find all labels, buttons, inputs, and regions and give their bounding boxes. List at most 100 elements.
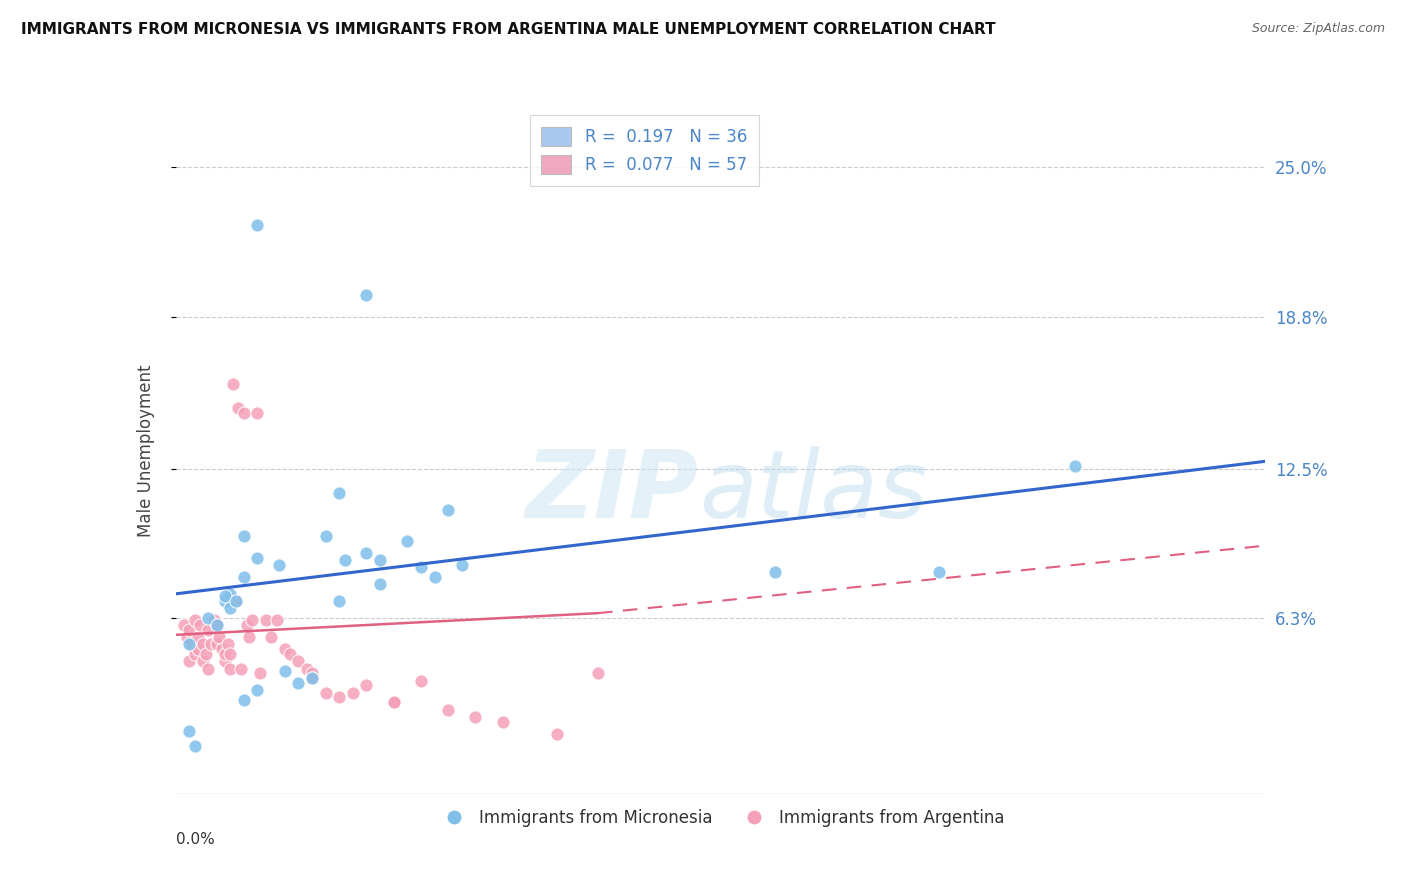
Point xyxy=(240,613,263,627)
Point xyxy=(219,601,242,615)
Point xyxy=(295,662,318,676)
Point xyxy=(356,678,378,692)
Point xyxy=(214,654,236,668)
Point xyxy=(409,560,432,574)
Point xyxy=(333,553,356,567)
Point xyxy=(205,637,228,651)
Point xyxy=(246,683,269,698)
Point xyxy=(356,546,378,560)
Point xyxy=(301,671,323,685)
Point xyxy=(342,686,364,700)
Text: 0.0%: 0.0% xyxy=(176,831,215,847)
Point xyxy=(173,618,195,632)
Point xyxy=(437,702,460,716)
Point xyxy=(217,637,239,651)
Text: IMMIGRANTS FROM MICRONESIA VS IMMIGRANTS FROM ARGENTINA MALE UNEMPLOYMENT CORREL: IMMIGRANTS FROM MICRONESIA VS IMMIGRANTS… xyxy=(21,22,995,37)
Point xyxy=(464,710,486,724)
Point xyxy=(928,565,950,579)
Point xyxy=(176,630,198,644)
Point xyxy=(246,406,269,420)
Point xyxy=(382,695,405,709)
Point xyxy=(423,570,446,584)
Point xyxy=(232,570,254,584)
Point xyxy=(191,654,214,668)
Text: atlas: atlas xyxy=(699,446,927,537)
Point xyxy=(232,406,254,420)
Point xyxy=(260,630,283,644)
Point xyxy=(214,647,236,661)
Point xyxy=(179,637,201,651)
Point xyxy=(225,594,247,608)
Point xyxy=(184,613,207,627)
Point xyxy=(208,630,231,644)
Point xyxy=(232,529,254,543)
Point xyxy=(546,726,568,740)
Point xyxy=(328,594,350,608)
Point xyxy=(219,662,242,676)
Point xyxy=(228,401,250,416)
Point xyxy=(188,618,211,632)
Point xyxy=(1063,459,1085,474)
Point xyxy=(274,664,297,678)
Point xyxy=(246,550,269,565)
Point xyxy=(586,666,609,681)
Legend: Immigrants from Micronesia, Immigrants from Argentina: Immigrants from Micronesia, Immigrants f… xyxy=(430,802,1011,834)
Point xyxy=(200,637,222,651)
Point xyxy=(492,714,515,729)
Text: Source: ZipAtlas.com: Source: ZipAtlas.com xyxy=(1251,22,1385,36)
Point xyxy=(382,695,405,709)
Point xyxy=(186,642,209,657)
Point xyxy=(396,533,419,548)
Point xyxy=(328,690,350,705)
Point xyxy=(214,594,236,608)
Point xyxy=(219,647,242,661)
Point xyxy=(231,662,253,676)
Point xyxy=(197,611,219,625)
Point xyxy=(211,642,233,657)
Point xyxy=(219,587,242,601)
Point xyxy=(232,693,254,707)
Point xyxy=(278,647,301,661)
Point xyxy=(184,739,207,753)
Point xyxy=(197,623,219,637)
Point xyxy=(222,377,245,392)
Point xyxy=(238,630,260,644)
Point xyxy=(246,218,269,232)
Text: ZIP: ZIP xyxy=(526,446,699,538)
Point xyxy=(184,647,207,661)
Point xyxy=(368,577,391,591)
Point xyxy=(274,642,297,657)
Point xyxy=(235,618,257,632)
Point xyxy=(368,553,391,567)
Point xyxy=(315,529,337,543)
Point xyxy=(269,558,291,572)
Point xyxy=(179,654,201,668)
Point xyxy=(205,618,228,632)
Point xyxy=(249,666,271,681)
Point xyxy=(287,654,309,668)
Point xyxy=(301,666,323,681)
Point xyxy=(194,647,217,661)
Point xyxy=(179,724,201,739)
Point xyxy=(179,623,201,637)
Point xyxy=(763,565,786,579)
Point xyxy=(287,676,309,690)
Point xyxy=(214,589,236,603)
Point xyxy=(328,485,350,500)
Point xyxy=(450,558,472,572)
Point xyxy=(202,613,225,627)
Point xyxy=(356,288,378,302)
Point xyxy=(197,662,219,676)
Y-axis label: Male Unemployment: Male Unemployment xyxy=(136,364,155,537)
Point xyxy=(301,671,323,685)
Point xyxy=(266,613,288,627)
Point xyxy=(315,686,337,700)
Point xyxy=(225,594,247,608)
Point xyxy=(409,673,432,688)
Point xyxy=(437,502,460,516)
Point xyxy=(254,613,277,627)
Point xyxy=(191,637,214,651)
Point xyxy=(181,637,204,651)
Point xyxy=(186,630,209,644)
Point xyxy=(205,618,228,632)
